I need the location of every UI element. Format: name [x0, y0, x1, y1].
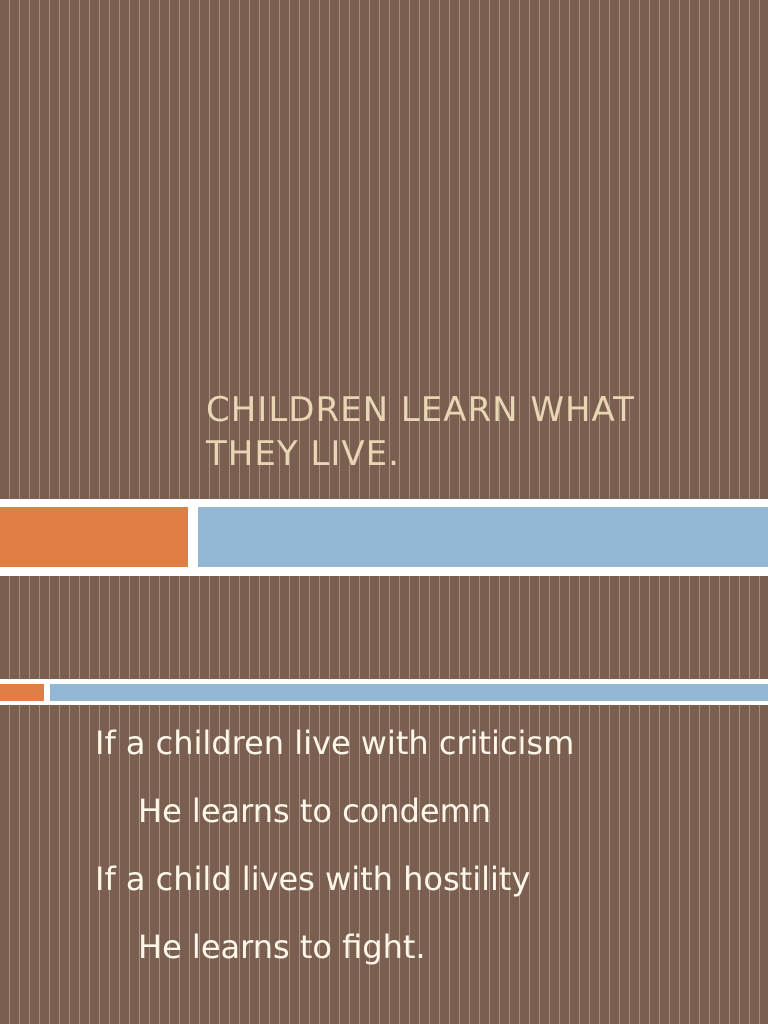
body-line-2: He learns to condemn: [138, 792, 492, 830]
body-line-1: If a children live with criticism: [95, 724, 575, 762]
blue-accent-thin-bar: [50, 684, 768, 701]
orange-accent-block: [0, 507, 188, 567]
slide-title-line-2: THEY LIVE.: [206, 434, 400, 474]
body-line-4: He learns to fight.: [138, 928, 426, 966]
blue-accent-bar: [198, 507, 768, 567]
orange-accent-small: [0, 684, 44, 701]
slide-title: CHILDREN LEARN WHAT THEY LIVE.: [206, 388, 746, 476]
slide-title-line-1: CHILDREN LEARN WHAT: [206, 390, 635, 430]
body-line-3: If a child lives with hostility: [95, 860, 531, 898]
